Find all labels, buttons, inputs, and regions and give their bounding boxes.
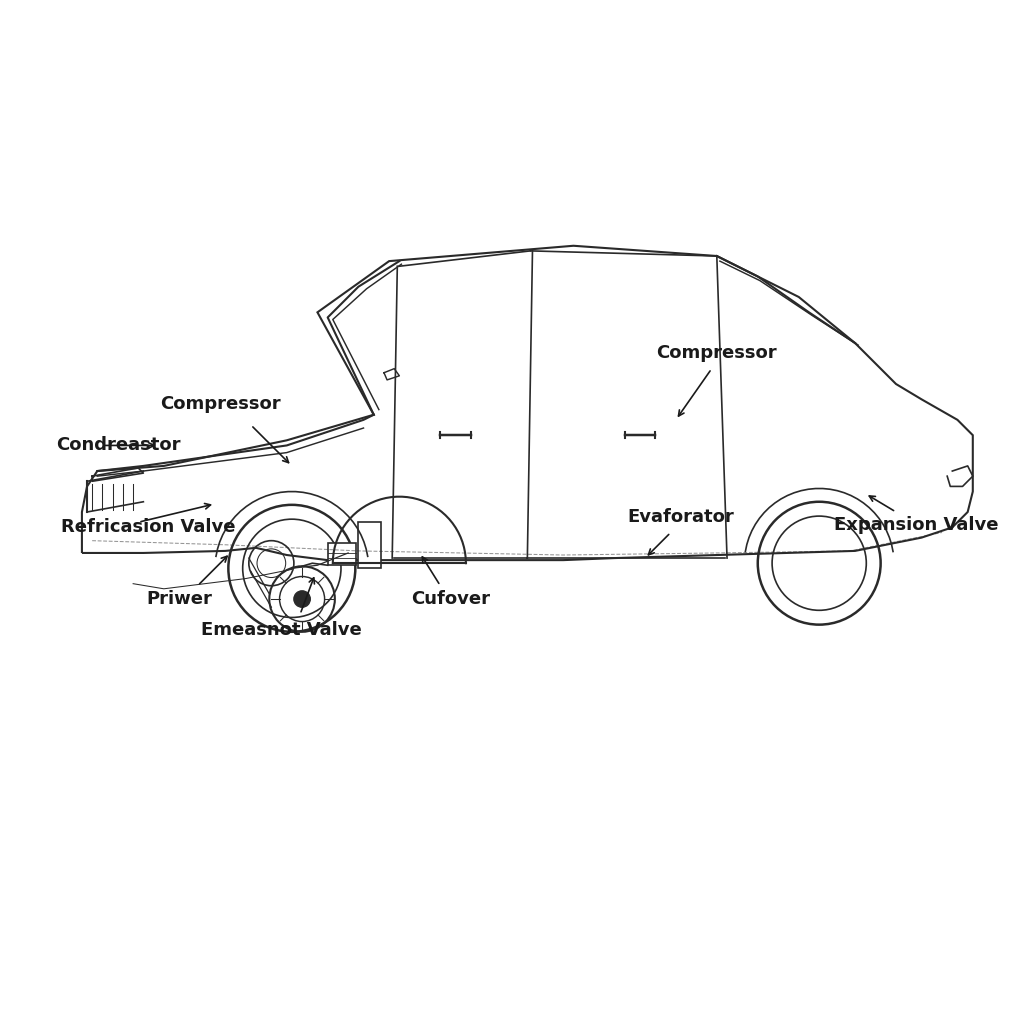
Text: Refricasion Valve: Refricasion Valve (61, 518, 236, 537)
Text: Evaforator: Evaforator (628, 508, 734, 526)
Bar (328, 543, 356, 565)
Text: Priwer: Priwer (146, 590, 212, 608)
Circle shape (294, 591, 310, 607)
Text: Compressor: Compressor (656, 344, 777, 362)
Text: Expansion Valve: Expansion Valve (835, 516, 998, 535)
Text: Compressor: Compressor (160, 395, 281, 414)
Text: Condreastor: Condreastor (56, 436, 181, 455)
Text: Emeasnot Valve: Emeasnot Valve (202, 621, 361, 639)
Bar (358, 522, 381, 568)
Text: Cufover: Cufover (411, 590, 490, 608)
